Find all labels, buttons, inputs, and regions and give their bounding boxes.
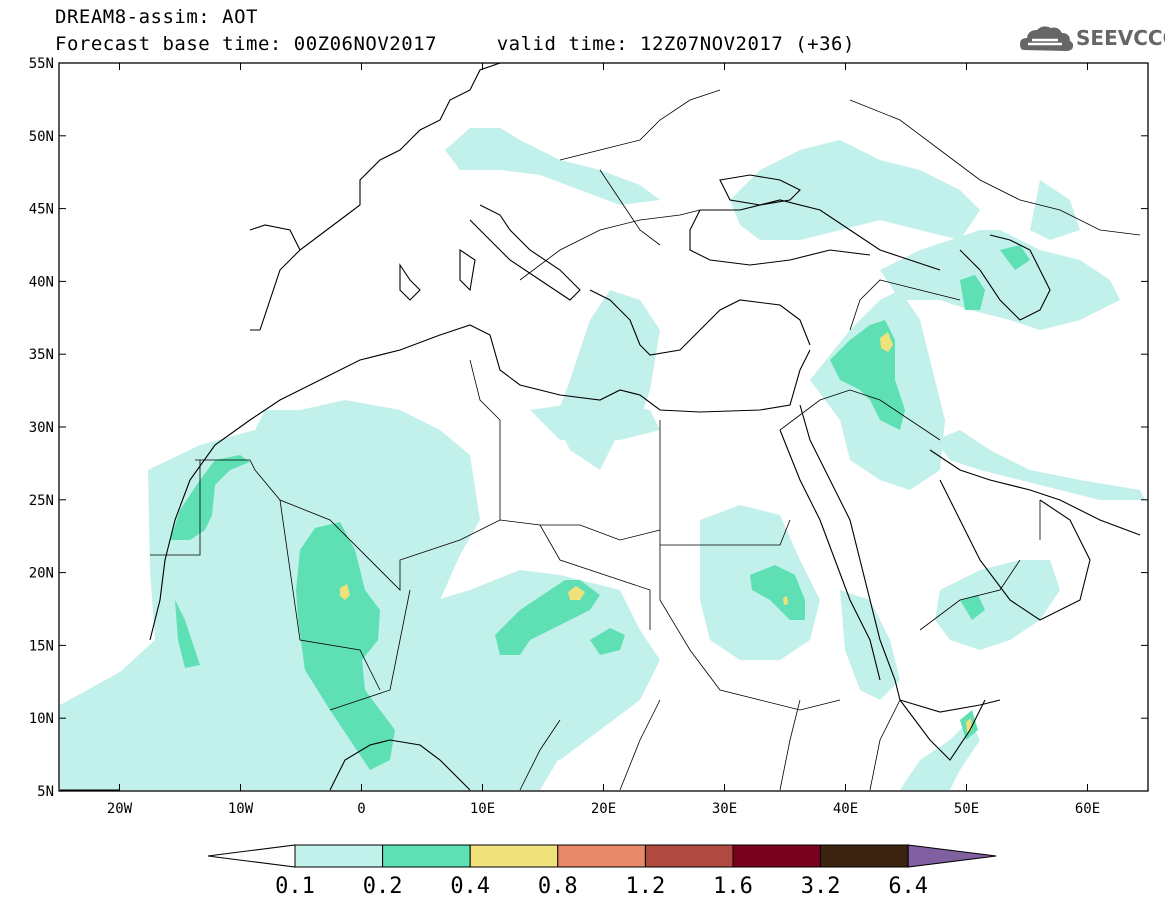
lat-tick-label: 15N xyxy=(29,638,54,654)
lat-tick-label: 40N xyxy=(29,274,54,290)
colorbar-swatch xyxy=(469,844,559,868)
longitude-axis: 20W 10W 0 10E 20E 30E 40E 50E 60E xyxy=(107,63,1100,817)
lat-tick-label: 5N xyxy=(37,784,54,800)
lat-tick-label: 55N xyxy=(29,56,54,72)
lat-tick-label: 20N xyxy=(29,566,54,582)
colorbar-label: 0.1 xyxy=(275,874,315,899)
lat-tick-label: 50N xyxy=(29,129,54,145)
lat-tick-label: 10N xyxy=(29,711,54,727)
colorbar-swatch xyxy=(557,844,646,868)
lon-tick-label: 20W xyxy=(107,801,133,817)
coastlines xyxy=(60,63,1141,791)
colorbar-label: 1.2 xyxy=(626,874,666,899)
colorbar-under-triangle xyxy=(207,844,296,868)
colorbar-swatch xyxy=(294,844,384,868)
aot-fields xyxy=(60,128,1145,790)
lon-tick-label: 50E xyxy=(954,801,979,817)
cloud-icon xyxy=(1020,26,1074,51)
colorbar-label: 6.4 xyxy=(888,874,928,899)
colorbar-label: 1.6 xyxy=(713,874,753,899)
colorbar-label: 3.2 xyxy=(801,874,841,899)
map-title: DREAM8-assim: AOT xyxy=(55,6,258,28)
aot-level-0.4 xyxy=(340,332,972,733)
lon-tick-label: 10E xyxy=(470,801,495,817)
colorbar-swatch xyxy=(820,844,909,868)
lon-tick-label: 20E xyxy=(591,801,616,817)
lon-tick-label: 0 xyxy=(357,801,365,817)
forecast-time-line: Forecast base time: 00Z06NOV2017 valid t… xyxy=(55,33,855,55)
lat-tick-label: 45N xyxy=(29,202,54,218)
colorbar-swatch xyxy=(382,844,471,868)
lat-tick-label: 30N xyxy=(29,420,54,436)
colorbar-swatch xyxy=(644,844,734,868)
lon-tick-label: 40E xyxy=(833,801,858,817)
logo-text: SEEVCCC xyxy=(1076,26,1165,50)
colorbar-legend: 0.1 0.2 0.4 0.8 1.2 1.6 3.2 6.4 xyxy=(207,844,997,899)
lon-tick-label: 10W xyxy=(228,801,254,817)
colorbar-over-triangle xyxy=(907,844,997,868)
lat-tick-label: 35N xyxy=(29,347,54,363)
colorbar-label: 0.4 xyxy=(450,874,490,899)
country-borders xyxy=(150,89,1141,791)
aot-map: 55N 50N 45N 40N 35N 30N 25N 20N 15N 10N 5N 20W 10W 0… xyxy=(29,56,1149,817)
lon-tick-label: 30E xyxy=(712,801,737,817)
colorbar-swatch xyxy=(732,844,822,868)
colorbar-label: 0.8 xyxy=(538,874,578,899)
colorbar-label: 0.2 xyxy=(363,874,403,899)
lon-tick-label: 60E xyxy=(1075,801,1100,817)
latitude-axis: 55N 50N 45N 40N 35N 30N 25N 20N 15N 10N 5N xyxy=(29,56,1148,800)
lat-tick-label: 25N xyxy=(29,493,54,509)
